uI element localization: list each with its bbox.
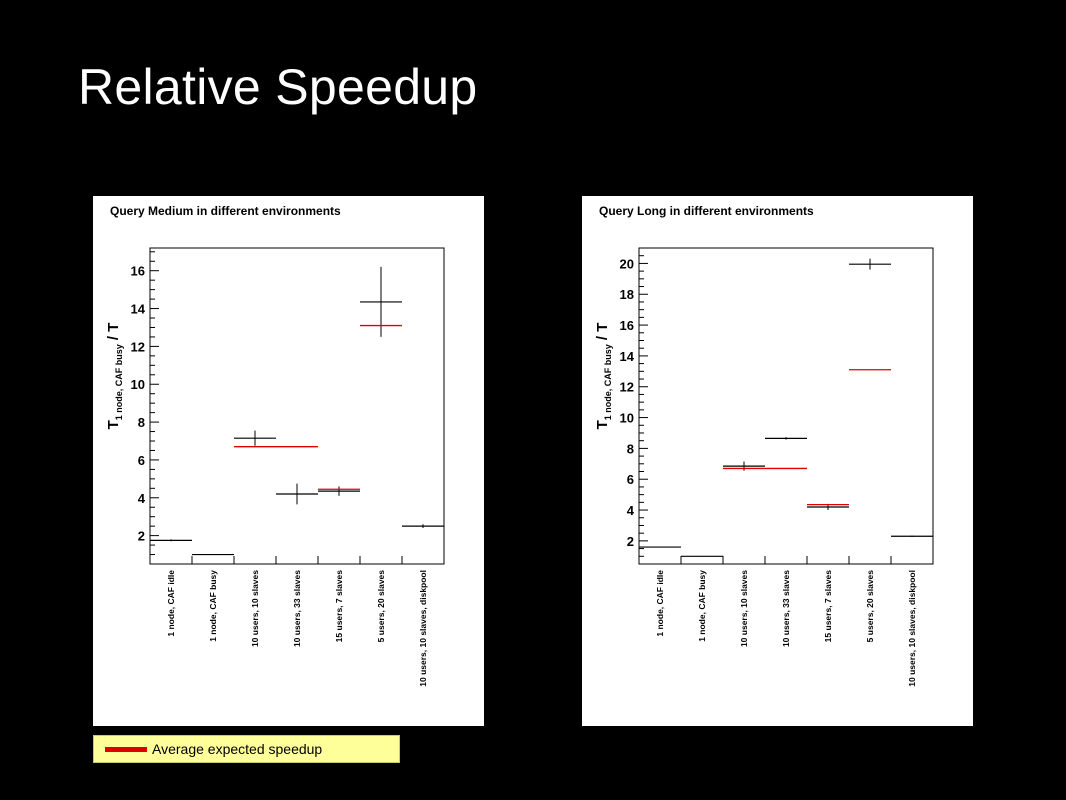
chart-query-long: Query Long in different environments T1 n… bbox=[594, 204, 934, 687]
chart-title: Query Long in different environments bbox=[599, 204, 814, 218]
y-axis-label: T1 node, CAF busy / T bbox=[594, 323, 613, 430]
legend-swatch-expected bbox=[105, 747, 147, 752]
x-tick-label: 10 users, 33 slaves bbox=[292, 570, 302, 647]
y-tick-label: 2 bbox=[627, 534, 634, 549]
y-tick-label: 16 bbox=[131, 264, 145, 279]
chart-query-medium: Query Medium in different environments T1… bbox=[105, 204, 445, 687]
y-tick-label: 6 bbox=[138, 453, 145, 468]
y-tick-label: 6 bbox=[627, 472, 634, 487]
y-tick-label: 20 bbox=[620, 256, 634, 271]
x-tick-label: 10 users, 33 slaves bbox=[781, 570, 791, 647]
y-tick-label: 14 bbox=[131, 302, 146, 317]
x-tick-label: 10 users, 10 slaves bbox=[739, 570, 749, 647]
y-tick-label: 4 bbox=[627, 503, 635, 518]
x-tick-label: 10 users, 10 slaves, diskpool bbox=[907, 570, 917, 687]
x-tick-label: 5 users, 20 slaves bbox=[376, 570, 386, 643]
x-tick-label: 1 node, CAF idle bbox=[166, 570, 176, 637]
legend: Average expected speedup bbox=[93, 735, 400, 763]
y-tick-label: 2 bbox=[138, 529, 145, 544]
y-tick-label: 10 bbox=[620, 411, 634, 426]
x-tick-label: 15 users, 7 slaves bbox=[334, 570, 344, 643]
y-tick-label: 14 bbox=[620, 349, 635, 364]
y-tick-label: 12 bbox=[620, 380, 634, 395]
chart-title: Query Medium in different environments bbox=[110, 204, 341, 218]
plot-frame bbox=[638, 247, 934, 565]
x-tick-label: 5 users, 20 slaves bbox=[865, 570, 875, 643]
y-tick-label: 12 bbox=[131, 339, 145, 354]
y-tick-label: 8 bbox=[138, 415, 145, 430]
chart-panel-query-medium: Query Medium in different environments T1… bbox=[93, 196, 484, 726]
y-axis-label: T1 node, CAF busy / T bbox=[105, 323, 124, 430]
x-tick-label: 1 node, CAF idle bbox=[655, 570, 665, 637]
x-tick-label: 10 users, 10 slaves bbox=[250, 570, 260, 647]
x-tick-label: 10 users, 10 slaves, diskpool bbox=[418, 570, 428, 687]
y-tick-label: 4 bbox=[138, 491, 146, 506]
y-tick-label: 16 bbox=[620, 318, 634, 333]
y-tick-label: 10 bbox=[131, 377, 145, 392]
x-tick-label: 15 users, 7 slaves bbox=[823, 570, 833, 643]
chart-panel-query-long: Query Long in different environments T1 n… bbox=[582, 196, 973, 726]
slide-title: Relative Speedup bbox=[78, 59, 478, 115]
legend-label: Average expected speedup bbox=[152, 741, 323, 757]
x-tick-label: 1 node, CAF busy bbox=[208, 570, 218, 642]
x-tick-label: 1 node, CAF busy bbox=[697, 570, 707, 642]
y-tick-label: 18 bbox=[620, 287, 634, 302]
y-tick-label: 8 bbox=[627, 441, 634, 456]
plot-frame bbox=[149, 247, 445, 565]
